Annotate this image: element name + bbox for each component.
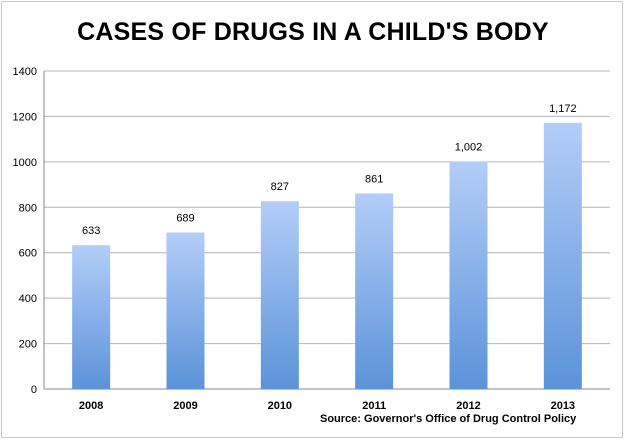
bar-2010 [260, 201, 299, 389]
data-label: 633 [82, 225, 100, 237]
x-tick-label: 2010 [268, 400, 292, 412]
y-tick-label: 1400 [13, 66, 37, 78]
bar-2012 [449, 161, 488, 389]
bar-2011 [355, 193, 394, 389]
x-tick-label: 2009 [173, 400, 197, 412]
x-tick-label: 2008 [79, 400, 103, 412]
data-label: 1,172 [549, 103, 577, 115]
x-tick-label: 2012 [456, 400, 480, 412]
grid-layer [43, 70, 610, 390]
data-label: 1,002 [455, 141, 483, 153]
bar-2008 [72, 245, 111, 389]
bar-layer [72, 122, 582, 389]
bar-2009 [166, 232, 205, 389]
data-label: 827 [271, 181, 289, 193]
data-label: 861 [365, 173, 383, 185]
y-tick-label: 400 [19, 293, 37, 305]
y-tick-label: 1200 [13, 111, 37, 123]
data-label: 689 [176, 212, 194, 224]
source-note: Source: Governor's Office of Drug Contro… [320, 413, 577, 425]
y-tick-label: 800 [19, 202, 37, 214]
chart-title: CASES OF DRUGS IN A CHILD'S BODY [77, 18, 549, 46]
y-tick-label: 0 [31, 384, 37, 396]
y-tick-label: 200 [19, 339, 37, 351]
bar-2013 [543, 122, 582, 389]
x-tick-label: 2011 [362, 400, 386, 412]
y-tick-label: 600 [19, 248, 37, 260]
x-tick-label: 2013 [551, 400, 575, 412]
y-tick-label: 1000 [13, 157, 37, 169]
label-layer: 0 200 400 600 800 1000 1200 1400 633 2008 689 2009 8… [13, 66, 577, 412]
